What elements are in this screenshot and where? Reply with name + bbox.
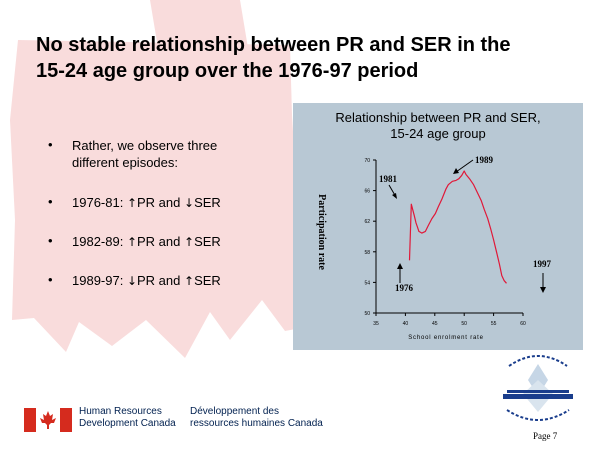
slide-title-line-1: No stable relationship between PR and SE…	[36, 34, 511, 56]
annotation-1989: 1989	[453, 155, 494, 174]
chart-panel: Relationship between PR and SER, 15-24 a…	[293, 103, 583, 350]
bullet-2-pr: PR and	[137, 195, 181, 210]
bullet-marker: •	[48, 137, 53, 152]
footer-department-fr: Développement des ressources humaines Ca…	[190, 406, 323, 430]
x-tick-label: 40	[403, 321, 409, 327]
arrow-head-icon	[453, 168, 459, 174]
chart-title-line-1: Relationship between PR and SER,	[335, 110, 541, 125]
up-arrow-icon: ↑	[126, 196, 138, 210]
footer-fr-line-1: Développement des	[190, 406, 279, 417]
slide-title: No stable relationship between PR and SE…	[36, 32, 586, 84]
down-arrow-icon: ↓	[184, 196, 195, 210]
footer-department-en: Human Resources Development Canada	[79, 406, 176, 430]
x-tick-label: 35	[373, 321, 379, 327]
y-axis-label: Participation rate	[316, 194, 327, 270]
up-arrow-icon: ↑	[126, 235, 138, 249]
bullet-4-period: 1989-97:	[72, 273, 124, 288]
chart-title-line-2: 15-24 age group	[390, 126, 486, 141]
bullet-3-period: 1982-89:	[72, 234, 124, 249]
slide-title-line-2: 15-24 age group over the 1976-97 period	[36, 60, 419, 82]
y-tick-label: 62	[364, 219, 370, 225]
annotation-label-1981: 1981	[379, 174, 398, 184]
y-tick-label: 54	[364, 280, 370, 286]
bullet-1-line-2: different episodes:	[72, 155, 178, 170]
bullet-marker: •	[48, 272, 53, 287]
bullet-marker: •	[48, 194, 53, 209]
chart-axes	[375, 160, 523, 314]
up-arrow-icon: ↑	[184, 235, 195, 249]
logo-emblem-icon	[503, 355, 573, 421]
annotation-label-1976: 1976	[395, 283, 414, 293]
series-line-1	[408, 170, 507, 284]
x-axis-label: School enrolment rate	[408, 335, 484, 341]
bullet-4-pr: PR and	[137, 273, 181, 288]
footer-fr-line-2: ressources humaines Canada	[190, 418, 323, 429]
chart-title: Relationship between PR and SER, 15-24 a…	[293, 110, 583, 142]
annotation-1997: 1997	[533, 259, 552, 293]
x-tick-label: 55	[491, 321, 497, 327]
arrow-head-icon	[397, 263, 403, 269]
bullet-marker: •	[48, 233, 53, 248]
y-tick-label: 70	[364, 158, 370, 164]
x-tick-label: 50	[461, 321, 467, 327]
arrow-head-icon	[540, 287, 546, 293]
footer-en-line-2: Development Canada	[79, 418, 176, 429]
annotation-label-1997: 1997	[533, 259, 552, 269]
page-number: Page 7	[533, 431, 558, 441]
bullet-1-line-1: Rather, we observe three	[72, 138, 218, 153]
bullet-2-period: 1976-81:	[72, 195, 124, 210]
annotation-1981: 1981	[379, 174, 398, 199]
x-tick-label: 60	[520, 321, 526, 327]
y-tick-label: 66	[364, 189, 370, 195]
y-tick-label: 58	[364, 250, 370, 256]
up-arrow-icon: ↑	[184, 274, 195, 288]
x-tick-label: 45	[432, 321, 438, 327]
down-arrow-icon: ↓	[126, 274, 138, 288]
y-tick-label: 50	[364, 311, 370, 317]
footer-en-line-1: Human Resources	[79, 406, 162, 417]
bullet-2-ser: SER	[194, 195, 221, 210]
bullet-3-pr: PR and	[137, 234, 181, 249]
bullet-4-ser: SER	[194, 273, 221, 288]
arrow-icon	[455, 159, 474, 173]
bullet-3-ser: SER	[194, 234, 221, 249]
arrow-head-icon	[392, 193, 397, 199]
annotation-1976: 1976	[395, 263, 414, 293]
canada-flag-icon	[24, 408, 72, 432]
line-chart: 35 40 45 50 55 60 50 54 58 62 66 70 Participation r…	[316, 155, 552, 341]
annotation-label-1989: 1989	[475, 155, 494, 165]
